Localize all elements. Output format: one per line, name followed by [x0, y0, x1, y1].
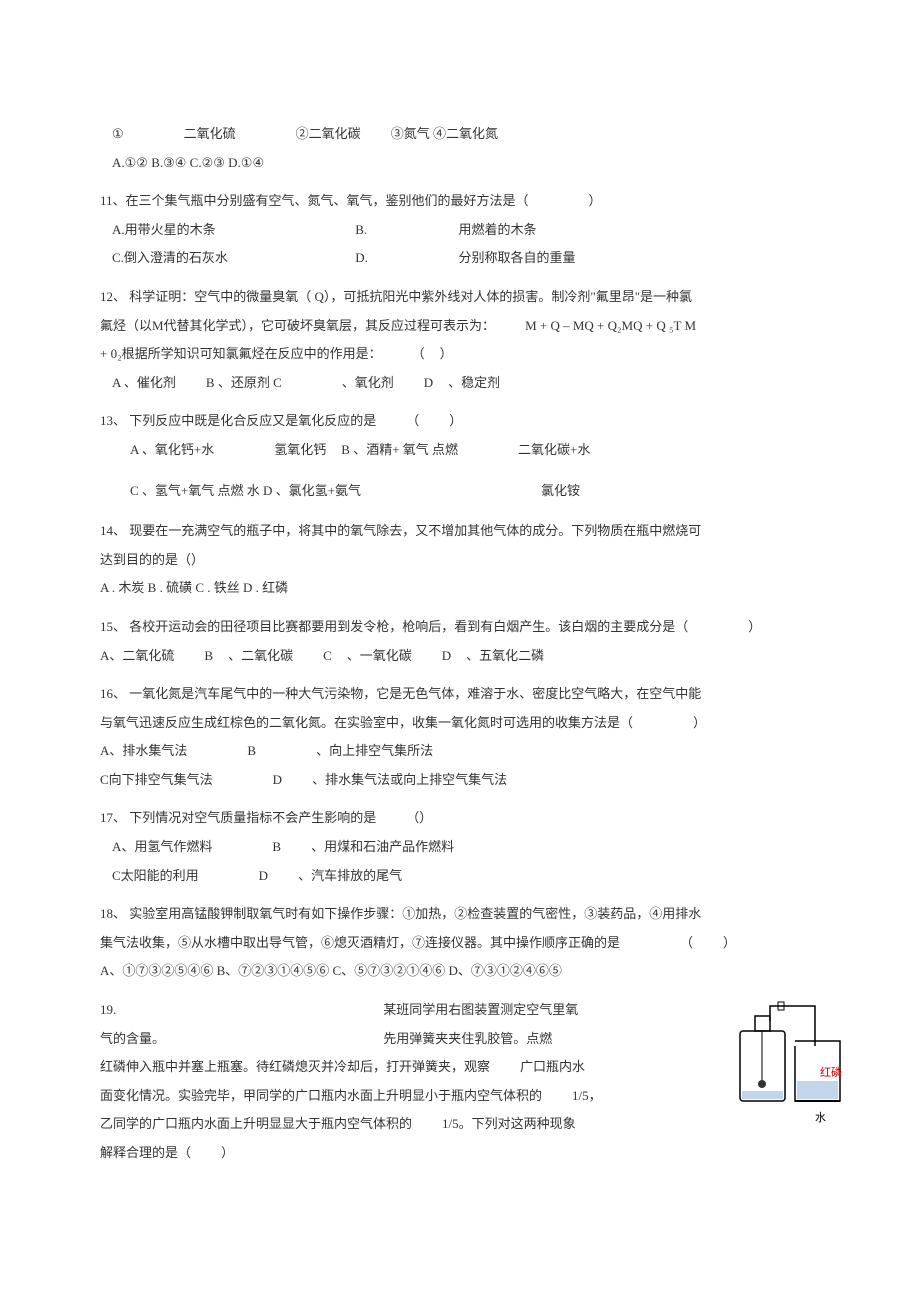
q19-line1b: 某班同学用右图装置测定空气里氧	[383, 1002, 578, 1017]
q11-optA: A.用带火星的木条	[112, 216, 352, 245]
q19-line6: 解释合理的是（）	[100, 1139, 710, 1168]
q16-stem1: 16、 一氧化氮是汽车尾气中的一种大气污染物，它是无色气体，难溶于水、密度比空气…	[100, 680, 840, 709]
label-water: 水	[815, 1111, 826, 1124]
q18-stem1: 18、 实验室用高锰酸钾制取氧气时有如下操作步骤：①加热，②检查装置的气密性，③…	[100, 900, 840, 929]
q19-line5: 乙同学的广口瓶内水面上升明显显大于瓶内空气体积的1/5。下列对这两种现象	[100, 1110, 710, 1139]
apparatus-diagram-svg: 红磷 水	[730, 996, 850, 1156]
q14-stem1: 14、 现要在一充满空气的瓶子中，将其中的氧气除去，又不增加其他气体的成分。下列…	[100, 517, 840, 546]
q19-line1: 19. 某班同学用右图装置测定空气里氧	[100, 996, 710, 1025]
q11-optD-label: D.	[355, 244, 455, 273]
q15-options: A、二氧化硫B、二氧化碳C、一氧化碳D、五氧化二磷	[100, 642, 840, 671]
question-13: 13、 下列反应中既是化合反应又是氧化反应的是（） A 、氧化钙+水氢氧化钙B …	[100, 407, 840, 505]
q10-items: ①二氧化硫②二氧化碳③氮气 ④二氧化氮	[100, 120, 840, 149]
q19-line2: 气的含量。 先用弹簧夹夹住乳胶管。点燃	[100, 1025, 710, 1054]
q12-stem3: + 0₂根据所学知识可知氯氟烃在反应中的作用是：（）	[100, 340, 840, 369]
question-14: 14、 现要在一充满空气的瓶子中，将其中的氧气除去，又不增加其他气体的成分。下列…	[100, 517, 840, 603]
q11-optB-label: B.	[355, 216, 455, 245]
q13-stem: 13、 下列反应中既是化合反应又是氧化反应的是（）	[100, 407, 840, 436]
q19-diagram: 红磷 水	[730, 996, 850, 1156]
q11-optB-text: 用燃着的木条	[459, 222, 537, 237]
question-17: 17、 下列情况对空气质量指标不会产生影响的是（） A、用氢气作燃料B、用煤和石…	[100, 804, 840, 890]
q17-optCD: C太阳能的利用D、汽车排放的尾气	[100, 862, 840, 891]
q11-stem: 11、在三个集气瓶中分别盛有空气、氮气、氧气，鉴别他们的最好方法是（）	[100, 187, 840, 216]
q11-row2: C.倒入澄清的石灰水 D. 分别称取各自的重量	[100, 244, 840, 273]
q11-row1: A.用带火星的木条 B. 用燃着的木条	[100, 216, 840, 245]
q14-options: A . 木炭 B . 硫磺 C . 铁丝 D . 红磷	[100, 574, 840, 603]
q15-stem: 15、 各校开运动会的田径项目比赛都要用到发令枪，枪响后，看到有白烟产生。该白烟…	[100, 613, 840, 642]
q11-optD-text: 分别称取各自的重量	[459, 250, 576, 265]
q11-optC: C.倒入澄清的石灰水	[112, 244, 352, 273]
q19-line3: 红磷伸入瓶中并塞上瓶塞。待红磷熄灭并冷却后，打开弹簧夹，观察广口瓶内水	[100, 1053, 710, 1082]
q12-stem2: 氟烃（以M代替其化学式），它可破坏臭氧层，其反应过程可表示为：M + Q – M…	[100, 312, 840, 341]
q16-optAB: A、排水集气法B、向上排空气集所法	[100, 737, 840, 766]
q19-num: 19.	[100, 996, 380, 1025]
q19-line2b: 先用弹簧夹夹住乳胶管。点燃	[383, 1031, 552, 1046]
label-phosphorus: 红磷	[820, 1066, 842, 1079]
question-10-partial: ①二氧化硫②二氧化碳③氮气 ④二氧化氮 A.①② B.③④ C.②③ D.①④	[100, 120, 840, 177]
question-11: 11、在三个集气瓶中分别盛有空气、氮气、氧气，鉴别他们的最好方法是（） A.用带…	[100, 187, 840, 273]
question-16: 16、 一氧化氮是汽车尾气中的一种大气污染物，它是无色气体，难溶于水、密度比空气…	[100, 680, 840, 794]
q18-stem2: 集气法收集，⑤从水槽中取出导气管，⑥熄灭酒精灯，⑦连接仪器。其中操作顺序正确的是…	[100, 929, 840, 958]
q19-text-block: 19. 某班同学用右图装置测定空气里氧 气的含量。 先用弹簧夹夹住乳胶管。点燃 …	[100, 996, 840, 1168]
q16-stem2: 与氧气迅速反应生成红棕色的二氧化氮。在实验室中，收集一氧化氮时可选用的收集方法是…	[100, 709, 840, 738]
question-18: 18、 实验室用高锰酸钾制取氧气时有如下操作步骤：①加热，②检查装置的气密性，③…	[100, 900, 840, 986]
q13-optAB: A 、氧化钙+水氢氧化钙B 、酒精+ 氧气 点燃二氧化碳+水	[100, 436, 840, 465]
q16-optCD: C向下排空气集气法D、排水集气法或向上排空气集气法	[100, 766, 840, 795]
question-19: 红磷 水 19. 某班同学用右图装置测定空气里氧 气的含量。 先用弹簧夹夹住乳胶…	[100, 996, 840, 1168]
q19-line2a: 气的含量。	[100, 1025, 380, 1054]
question-15: 15、 各校开运动会的田径项目比赛都要用到发令枪，枪响后，看到有白烟产生。该白烟…	[100, 613, 840, 670]
q10-options: A.①② B.③④ C.②③ D.①④	[100, 149, 840, 178]
q12-stem1: 12、 科学证明：空气中的微量臭氧（ Q），可抵抗阳光中紫外线对人体的损害。制冷…	[100, 283, 840, 312]
q17-stem: 17、 下列情况对空气质量指标不会产生影响的是（）	[100, 804, 840, 833]
q19-line4: 面变化情况。实验完毕，甲同学的广口瓶内水面上升明显小于瓶内空气体积的1/5，	[100, 1082, 710, 1111]
q18-options: A、①⑦③②⑤④⑥ B、⑦②③①④⑤⑥ C、⑤⑦③②①④⑥ D、⑦③①②④⑥⑤	[100, 957, 840, 986]
q12-options: A 、催化剂B 、还原剂 C、氧化剂D、稳定剂	[100, 369, 840, 398]
q14-stem2: 达到目的的是（）	[100, 546, 840, 575]
question-12: 12、 科学证明：空气中的微量臭氧（ Q），可抵抗阳光中紫外线对人体的损害。制冷…	[100, 283, 840, 397]
q17-optAB: A、用氢气作燃料B、用煤和石油产品作燃料	[100, 833, 840, 862]
q13-optCD: C 、氢气+氧气 点燃 水 D 、氯化氢+氨气氯化铵	[100, 477, 840, 506]
